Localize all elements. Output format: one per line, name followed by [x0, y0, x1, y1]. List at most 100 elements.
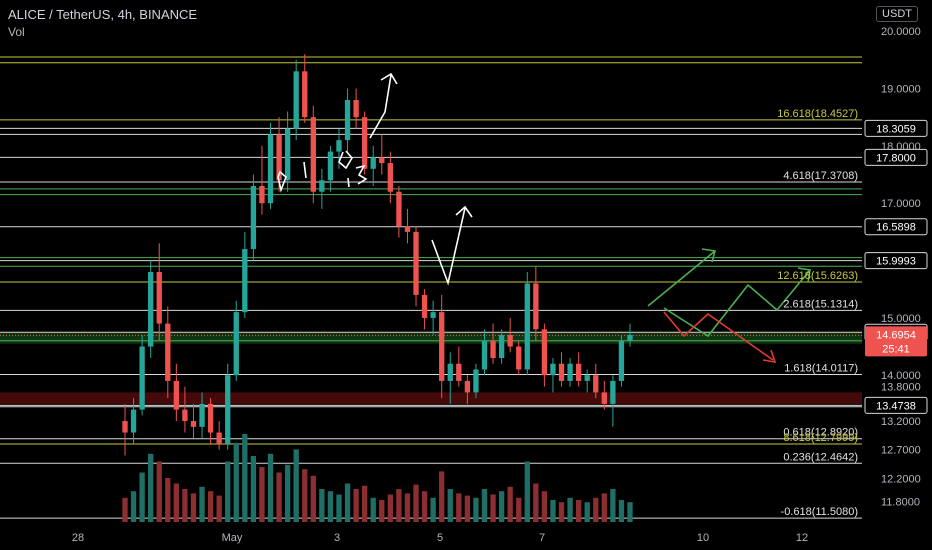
- candle-body: [627, 335, 633, 341]
- zone-band: [0, 392, 862, 404]
- volume-bar: [267, 453, 274, 522]
- volume-bar: [439, 471, 445, 522]
- time-axis: 28 May 3 5 7 10 12: [72, 532, 808, 544]
- green-projection-head: [797, 267, 811, 283]
- current-price-badge: [865, 326, 927, 357]
- candle-body: [139, 346, 145, 410]
- price-badge-label: 18.3059: [876, 123, 916, 135]
- volume-bar: [370, 497, 376, 522]
- volume-bar: [498, 491, 505, 522]
- volume-bar: [507, 486, 513, 522]
- candlesticks: [122, 54, 633, 456]
- volume-bar: [430, 497, 436, 522]
- candle-body: [362, 117, 368, 169]
- fib-label: -0.618(11.5080): [781, 506, 858, 518]
- candle-body: [601, 392, 607, 404]
- horizontal-levels: [0, 56, 862, 519]
- volume-bar: [379, 500, 385, 522]
- candle-body: [302, 71, 308, 118]
- candle-body: [353, 100, 359, 118]
- price-tick-label: 13.2000: [881, 416, 921, 428]
- volume-bar: [456, 493, 462, 522]
- volume-bar: [413, 484, 419, 522]
- candle-body: [533, 283, 539, 330]
- price-badge-label: 13.4738: [876, 400, 916, 412]
- volume-bar: [421, 491, 428, 522]
- fib-label: 4.618(17.3708): [783, 170, 858, 182]
- volume-bar: [242, 434, 248, 522]
- volume-bar: [533, 483, 539, 522]
- candle-body: [370, 157, 376, 169]
- volume-bar: [156, 461, 162, 522]
- hand-mark: [277, 170, 287, 193]
- currency-selector[interactable]: USDT: [876, 6, 918, 22]
- volume-bar: [122, 497, 128, 522]
- candle-body: [327, 151, 334, 181]
- candle-body: [439, 312, 445, 381]
- candle-body: [379, 157, 385, 164]
- volume-bar: [276, 472, 282, 522]
- volume-bar: [207, 491, 214, 522]
- candle-body: [336, 140, 342, 152]
- time-tick-label: 5: [437, 532, 443, 544]
- volume-bar: [182, 489, 188, 522]
- white-arrow-2: [431, 207, 466, 286]
- candle-body: [165, 323, 171, 381]
- fib-label: 16.618(18.4527): [777, 108, 858, 120]
- volume-bar: [627, 502, 633, 522]
- volume-bar: [396, 489, 402, 522]
- zone-band: [0, 332, 862, 344]
- fib-level-labels: 16.618(18.4527) 4.618(17.3708) 12.618(15.6…: [777, 108, 858, 518]
- volume-bar: [464, 495, 471, 522]
- candle-body: [558, 363, 565, 381]
- volume-bars: [122, 434, 633, 522]
- candle-body: [250, 186, 257, 250]
- fib-label: 2.618(15.1314): [783, 298, 858, 310]
- candle-body: [267, 134, 274, 204]
- candle-body: [122, 421, 128, 433]
- candle-body: [507, 335, 513, 347]
- volume-bar: [336, 494, 342, 522]
- volume-bar: [130, 491, 137, 522]
- green-arrow-1: [647, 250, 716, 307]
- candle-body: [421, 294, 428, 318]
- candle-body: [610, 380, 616, 404]
- hand-mark: [303, 161, 307, 179]
- volume-bar: [302, 469, 308, 522]
- candle-body: [207, 403, 214, 433]
- volume-bar: [165, 478, 171, 522]
- price-tick-label: 15.0000: [881, 313, 921, 325]
- volume-bar: [447, 489, 453, 522]
- candle-body: [456, 363, 462, 381]
- drawings: [277, 72, 811, 364]
- candle-body: [173, 380, 180, 410]
- candle-body: [618, 340, 625, 381]
- price-tick-label: 11.8000: [881, 496, 920, 508]
- volume-bar: [139, 472, 145, 522]
- volume-bar: [584, 502, 590, 522]
- candle-body: [156, 272, 162, 324]
- candle-body: [584, 375, 590, 381]
- green-arrow-1-head: [701, 248, 717, 263]
- volume-bar: [404, 493, 411, 522]
- volume-bar: [593, 497, 599, 522]
- candle-body: [404, 226, 411, 232]
- volume-bar: [490, 494, 496, 522]
- volume-bar: [216, 495, 222, 522]
- volume-bar: [481, 489, 488, 522]
- candle-body: [148, 272, 154, 347]
- volume-bar: [233, 442, 239, 522]
- time-tick-label: 10: [697, 532, 709, 544]
- volume-bar: [516, 497, 522, 522]
- candle-body: [541, 329, 548, 376]
- hand-mark: [355, 164, 368, 185]
- candle-body: [396, 191, 402, 227]
- candle-body: [464, 380, 471, 393]
- white-arrow-1: [369, 74, 392, 139]
- price-badge: [864, 396, 928, 414]
- red-projection-head: [762, 349, 777, 364]
- volume-bar: [558, 502, 565, 522]
- price-badge-label: 16.5898: [876, 222, 916, 234]
- candle-body: [575, 363, 582, 381]
